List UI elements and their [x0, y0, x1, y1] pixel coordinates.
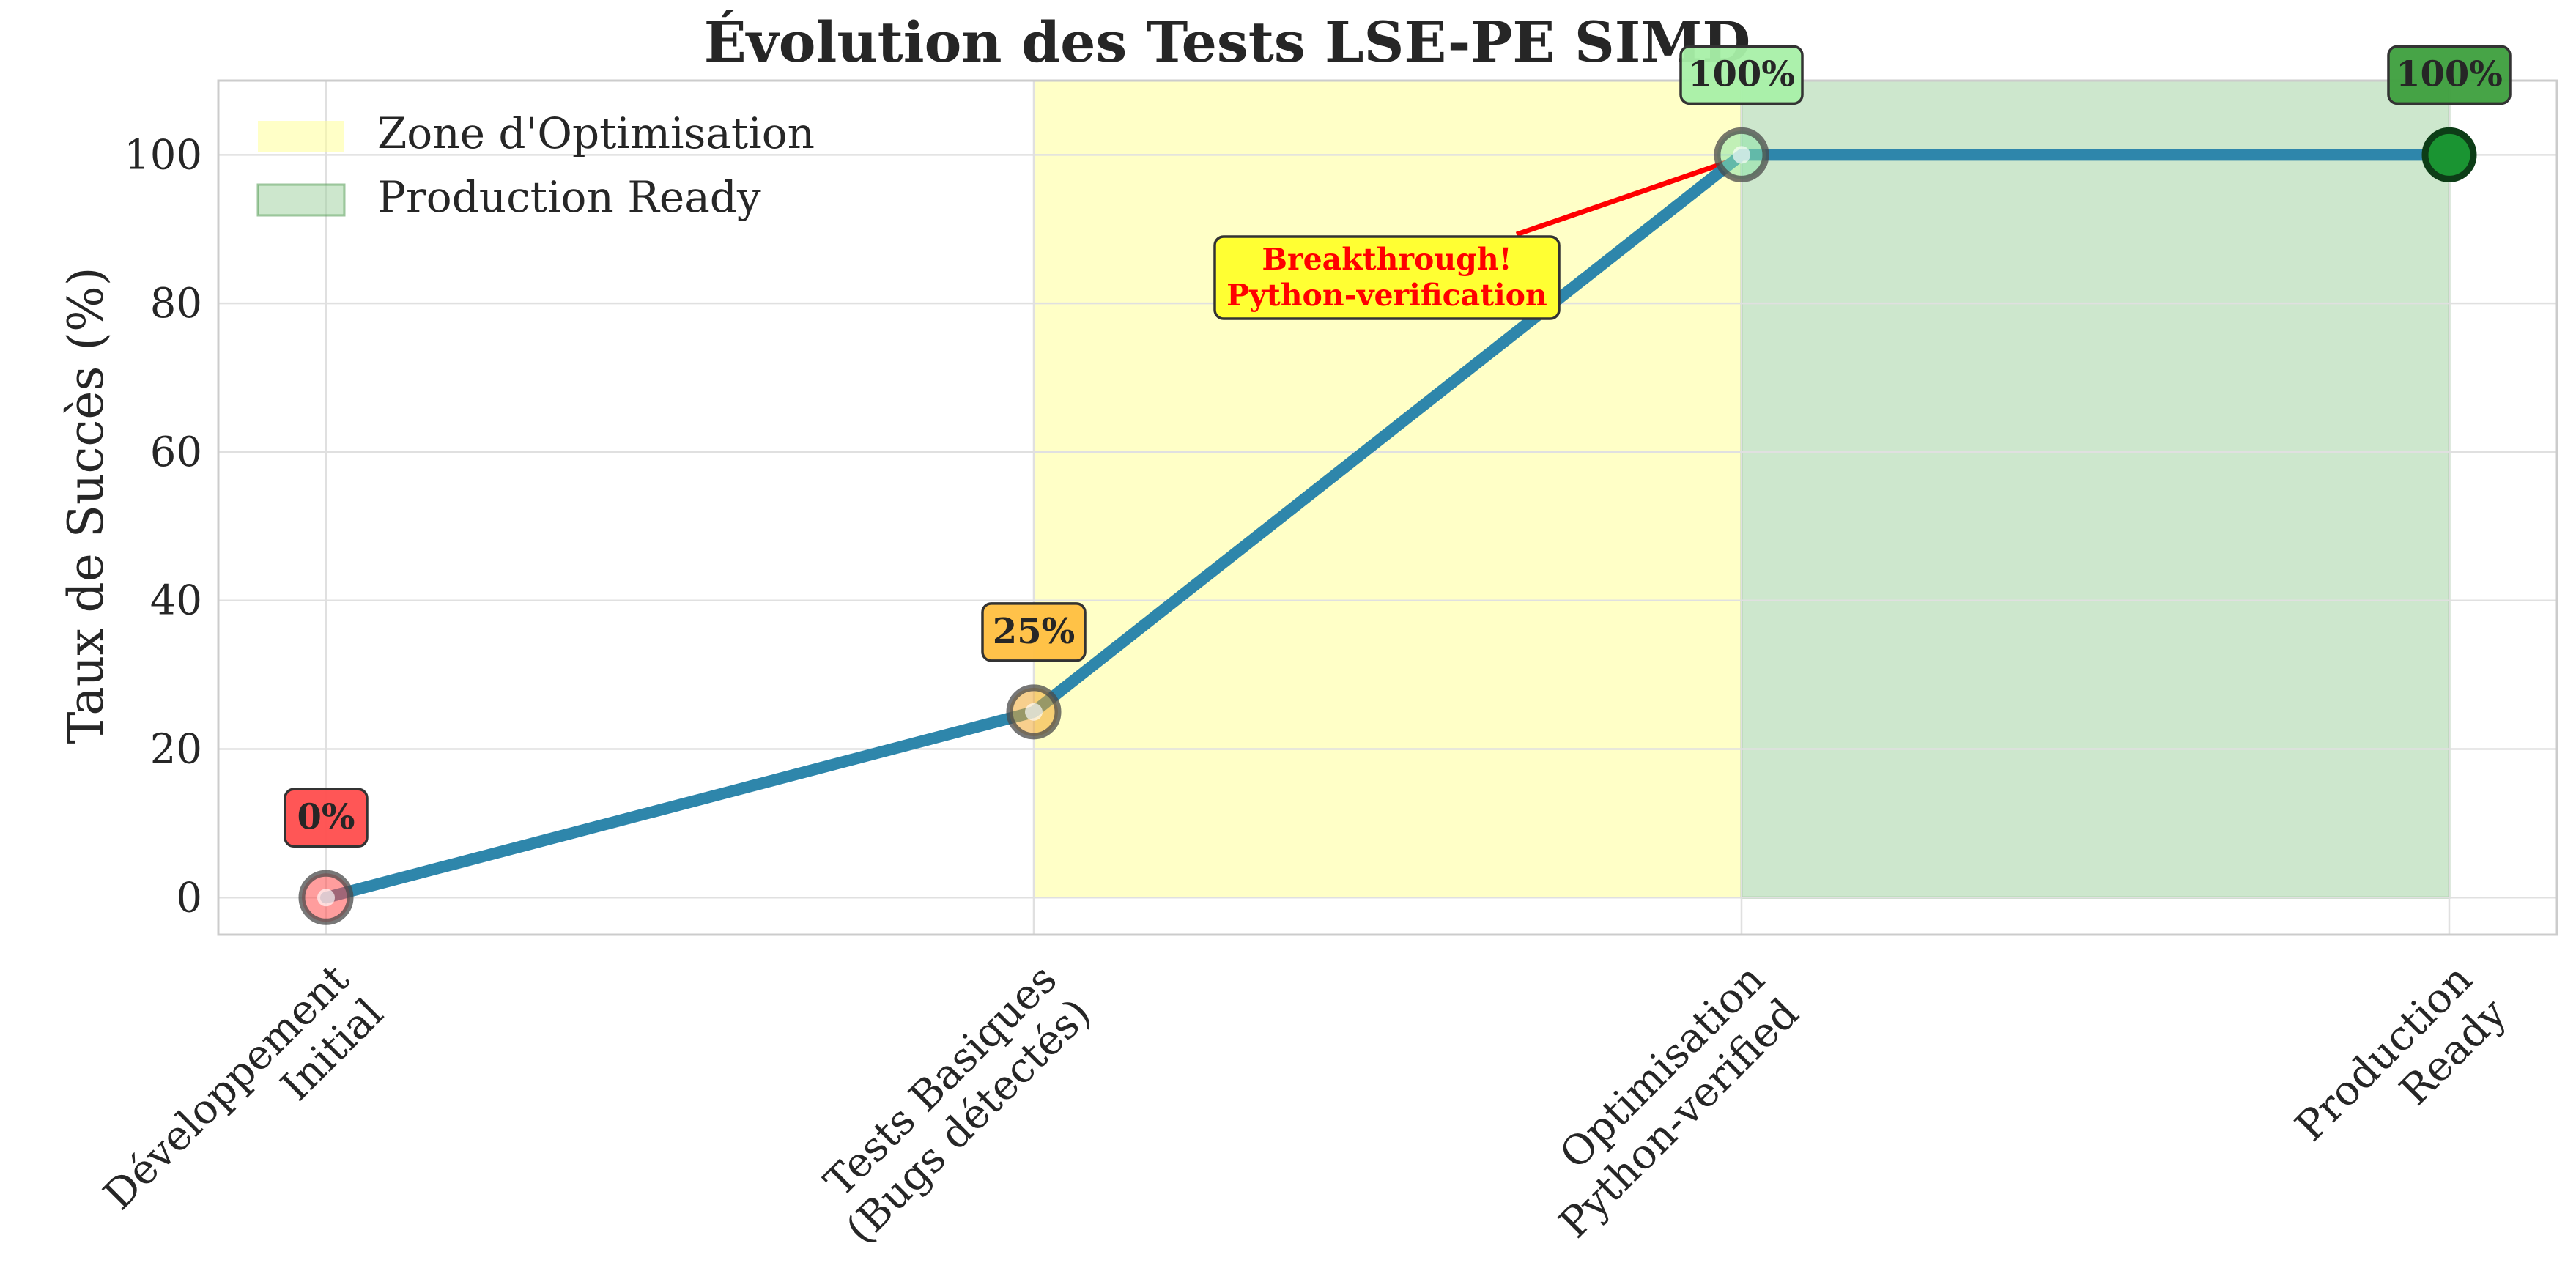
y-axis-ticks: 0 20 40 60 80 100 [124, 131, 202, 922]
legend-label: Production Ready [377, 172, 761, 222]
x-tick-label: ProductionReady [2287, 955, 2516, 1185]
x-tick-label: Tests Basiques(Bugs détectés) [802, 955, 1100, 1253]
legend: Zone d'Optimisation Production Ready [256, 108, 815, 222]
y-axis-label: Taux de Succès (%) [58, 267, 114, 744]
annotation-box: Breakthrough!Python-verification [1213, 235, 1561, 320]
series-line-path [320, 149, 2455, 904]
chart-title: Évolution des Tests LSE-PE SIMD [704, 9, 1751, 75]
plot-frame [217, 79, 2558, 936]
shaded-region-1 [1034, 81, 1742, 898]
y-tick-label: 60 [150, 429, 202, 476]
annotation-text: Breakthrough! [1262, 242, 1511, 277]
point-label: 100% [2396, 53, 2503, 95]
shaded-regions [1034, 79, 2451, 899]
point-label: 0% [297, 796, 355, 837]
y-tick-label: 100 [124, 131, 202, 179]
annotation-text: Python-verification [1226, 278, 1547, 313]
point-label: 100% [1688, 53, 1795, 95]
annotation-arrow-line [1515, 158, 1733, 237]
legend-swatch-2 [256, 183, 346, 217]
shaded-region-2 [1740, 79, 2451, 899]
data-marker-center [1733, 146, 1750, 164]
data-marker-center [317, 889, 335, 907]
data-markers [298, 127, 2477, 925]
point-label-box [2387, 45, 2512, 105]
data-marker-center [2440, 146, 2458, 164]
legend-swatch-1 [258, 121, 344, 152]
y-tick-label: 80 [150, 280, 202, 327]
y-tick-label: 20 [150, 726, 202, 774]
point-label-box [1679, 45, 1804, 105]
annotation-box-bg [1213, 235, 1561, 320]
y-tick-label: 0 [176, 874, 202, 922]
x-tick-label: OptimisationPython-verified [1516, 955, 1807, 1247]
legend-label: Zone d'Optimisation [377, 108, 815, 158]
point-labels: 0% 25% 100% 100% [284, 45, 2512, 848]
annotation-arrow [1515, 158, 1733, 237]
y-tick-label: 40 [150, 577, 202, 625]
point-label: 25% [993, 611, 1075, 652]
x-tick-label: DéveloppementInitial [95, 955, 393, 1253]
x-axis-ticks: DéveloppementInitial Tests Basiques(Bugs … [95, 955, 2516, 1253]
series-line [320, 149, 2455, 904]
point-label-box [284, 788, 369, 848]
data-marker-center [1025, 703, 1043, 721]
point-label-box [981, 602, 1087, 662]
